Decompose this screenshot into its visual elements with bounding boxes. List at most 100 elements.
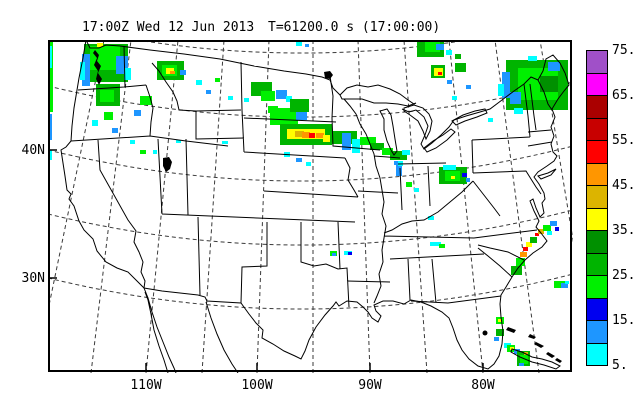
radar-echo — [466, 85, 471, 89]
title-model-time: T=61200.0 s (17:00:00) — [268, 20, 441, 35]
colorbar-cell — [586, 230, 608, 254]
radar-echo — [153, 150, 157, 154]
radar-echo — [244, 98, 249, 102]
radar-echo — [436, 44, 444, 50]
lake-of-the-woods — [324, 71, 333, 79]
graticule-lines — [48, 40, 573, 373]
radar-echo — [543, 225, 551, 231]
radar-echo — [97, 43, 103, 47]
colorbar-cell — [586, 185, 608, 209]
colorbar-label: 35. — [612, 223, 636, 238]
radar-echo — [276, 90, 287, 99]
axis-ticks — [50, 149, 484, 370]
radar-echo — [206, 90, 211, 94]
radar-echo — [466, 178, 470, 182]
lake-erie — [423, 128, 456, 153]
radar-echo — [502, 72, 510, 98]
radar-echo — [270, 108, 298, 125]
map-border — [48, 40, 572, 372]
radar-echo — [332, 253, 336, 256]
state-borders — [70, 45, 553, 308]
radar-echoes — [48, 40, 569, 366]
colorbar-label: 45. — [612, 178, 636, 193]
colorbar-cell — [586, 298, 608, 321]
long-island — [537, 168, 557, 180]
radar-echo — [547, 231, 552, 235]
radar-echo — [261, 91, 275, 101]
radar-echo — [90, 46, 120, 70]
radar-echo — [124, 68, 131, 80]
radar-echo — [112, 128, 118, 133]
radar-echo — [222, 141, 228, 144]
radar-echo — [305, 44, 309, 47]
radar-echo — [228, 96, 233, 100]
colorbar-cell — [586, 208, 608, 231]
radar-echo — [455, 63, 466, 72]
radar-echo — [180, 70, 186, 75]
radar-echo — [382, 148, 393, 155]
radar-echo — [402, 150, 410, 155]
coastline-and-national-borders — [60, 40, 570, 370]
radar-echo — [309, 133, 315, 138]
colorbar-cell — [586, 343, 608, 366]
small-water-and-islands — [93, 50, 562, 363]
lat-tick-label: 40N — [21, 143, 45, 158]
radar-echo — [565, 281, 569, 284]
radar-echo — [296, 158, 302, 162]
radar-echo — [550, 221, 557, 226]
radar-echo — [396, 163, 402, 176]
radar-echo — [538, 229, 544, 234]
colorbar-label: 75. — [612, 43, 636, 58]
colorbar-label: 25. — [612, 268, 636, 283]
radar-echo — [488, 118, 493, 122]
radar-echo — [452, 96, 457, 100]
radar-echo — [520, 252, 527, 257]
radar-echo — [406, 182, 412, 187]
radar-echo — [530, 237, 537, 243]
lon-tick-label: 90W — [358, 378, 382, 393]
radar-echo — [561, 283, 568, 288]
colorbar-cell — [586, 163, 608, 186]
radar-echo — [535, 233, 539, 236]
radar-echo — [555, 227, 559, 231]
canada-border-west — [86, 41, 341, 96]
radar-echo — [134, 110, 141, 116]
radar-echo — [526, 242, 532, 247]
radar-echo — [462, 173, 467, 177]
radar-echo — [523, 247, 528, 251]
lake-ontario — [451, 108, 488, 126]
colorbar-cell — [586, 253, 608, 276]
radar-echo — [360, 137, 376, 145]
radar-echo — [104, 112, 113, 120]
radar-echo — [48, 42, 53, 112]
radar-echo — [451, 176, 455, 179]
radar-echo — [430, 242, 441, 246]
cuba-outline — [510, 348, 561, 370]
colorbar-cell — [586, 118, 608, 141]
us-map-outline — [60, 40, 570, 373]
puget-sound — [93, 50, 102, 85]
radar-echo — [438, 72, 442, 75]
radar-echo — [352, 139, 360, 153]
radar-echo — [82, 54, 90, 86]
radar-echo — [455, 54, 461, 59]
title-datetime: 17:00Z Wed 12 Jun 2013 — [82, 20, 255, 35]
radar-echo — [494, 337, 499, 341]
radar-echo — [323, 135, 334, 142]
radar-echo — [498, 84, 504, 96]
radar-echo — [439, 244, 445, 248]
radar-echo — [176, 140, 181, 143]
radar-echo — [414, 188, 419, 192]
radar-echo — [428, 216, 434, 220]
radar-echo — [540, 76, 558, 92]
radar-echo — [528, 56, 537, 61]
colorbar-cell — [586, 140, 608, 164]
radar-echo — [140, 96, 152, 105]
radar-echo — [170, 71, 175, 74]
bahamas-islands — [506, 327, 562, 363]
radar-echo — [443, 165, 456, 170]
colorbar-label: 65. — [612, 88, 636, 103]
radar-echo — [425, 42, 440, 52]
lake-superior — [339, 84, 417, 107]
radar-echo — [295, 131, 304, 137]
